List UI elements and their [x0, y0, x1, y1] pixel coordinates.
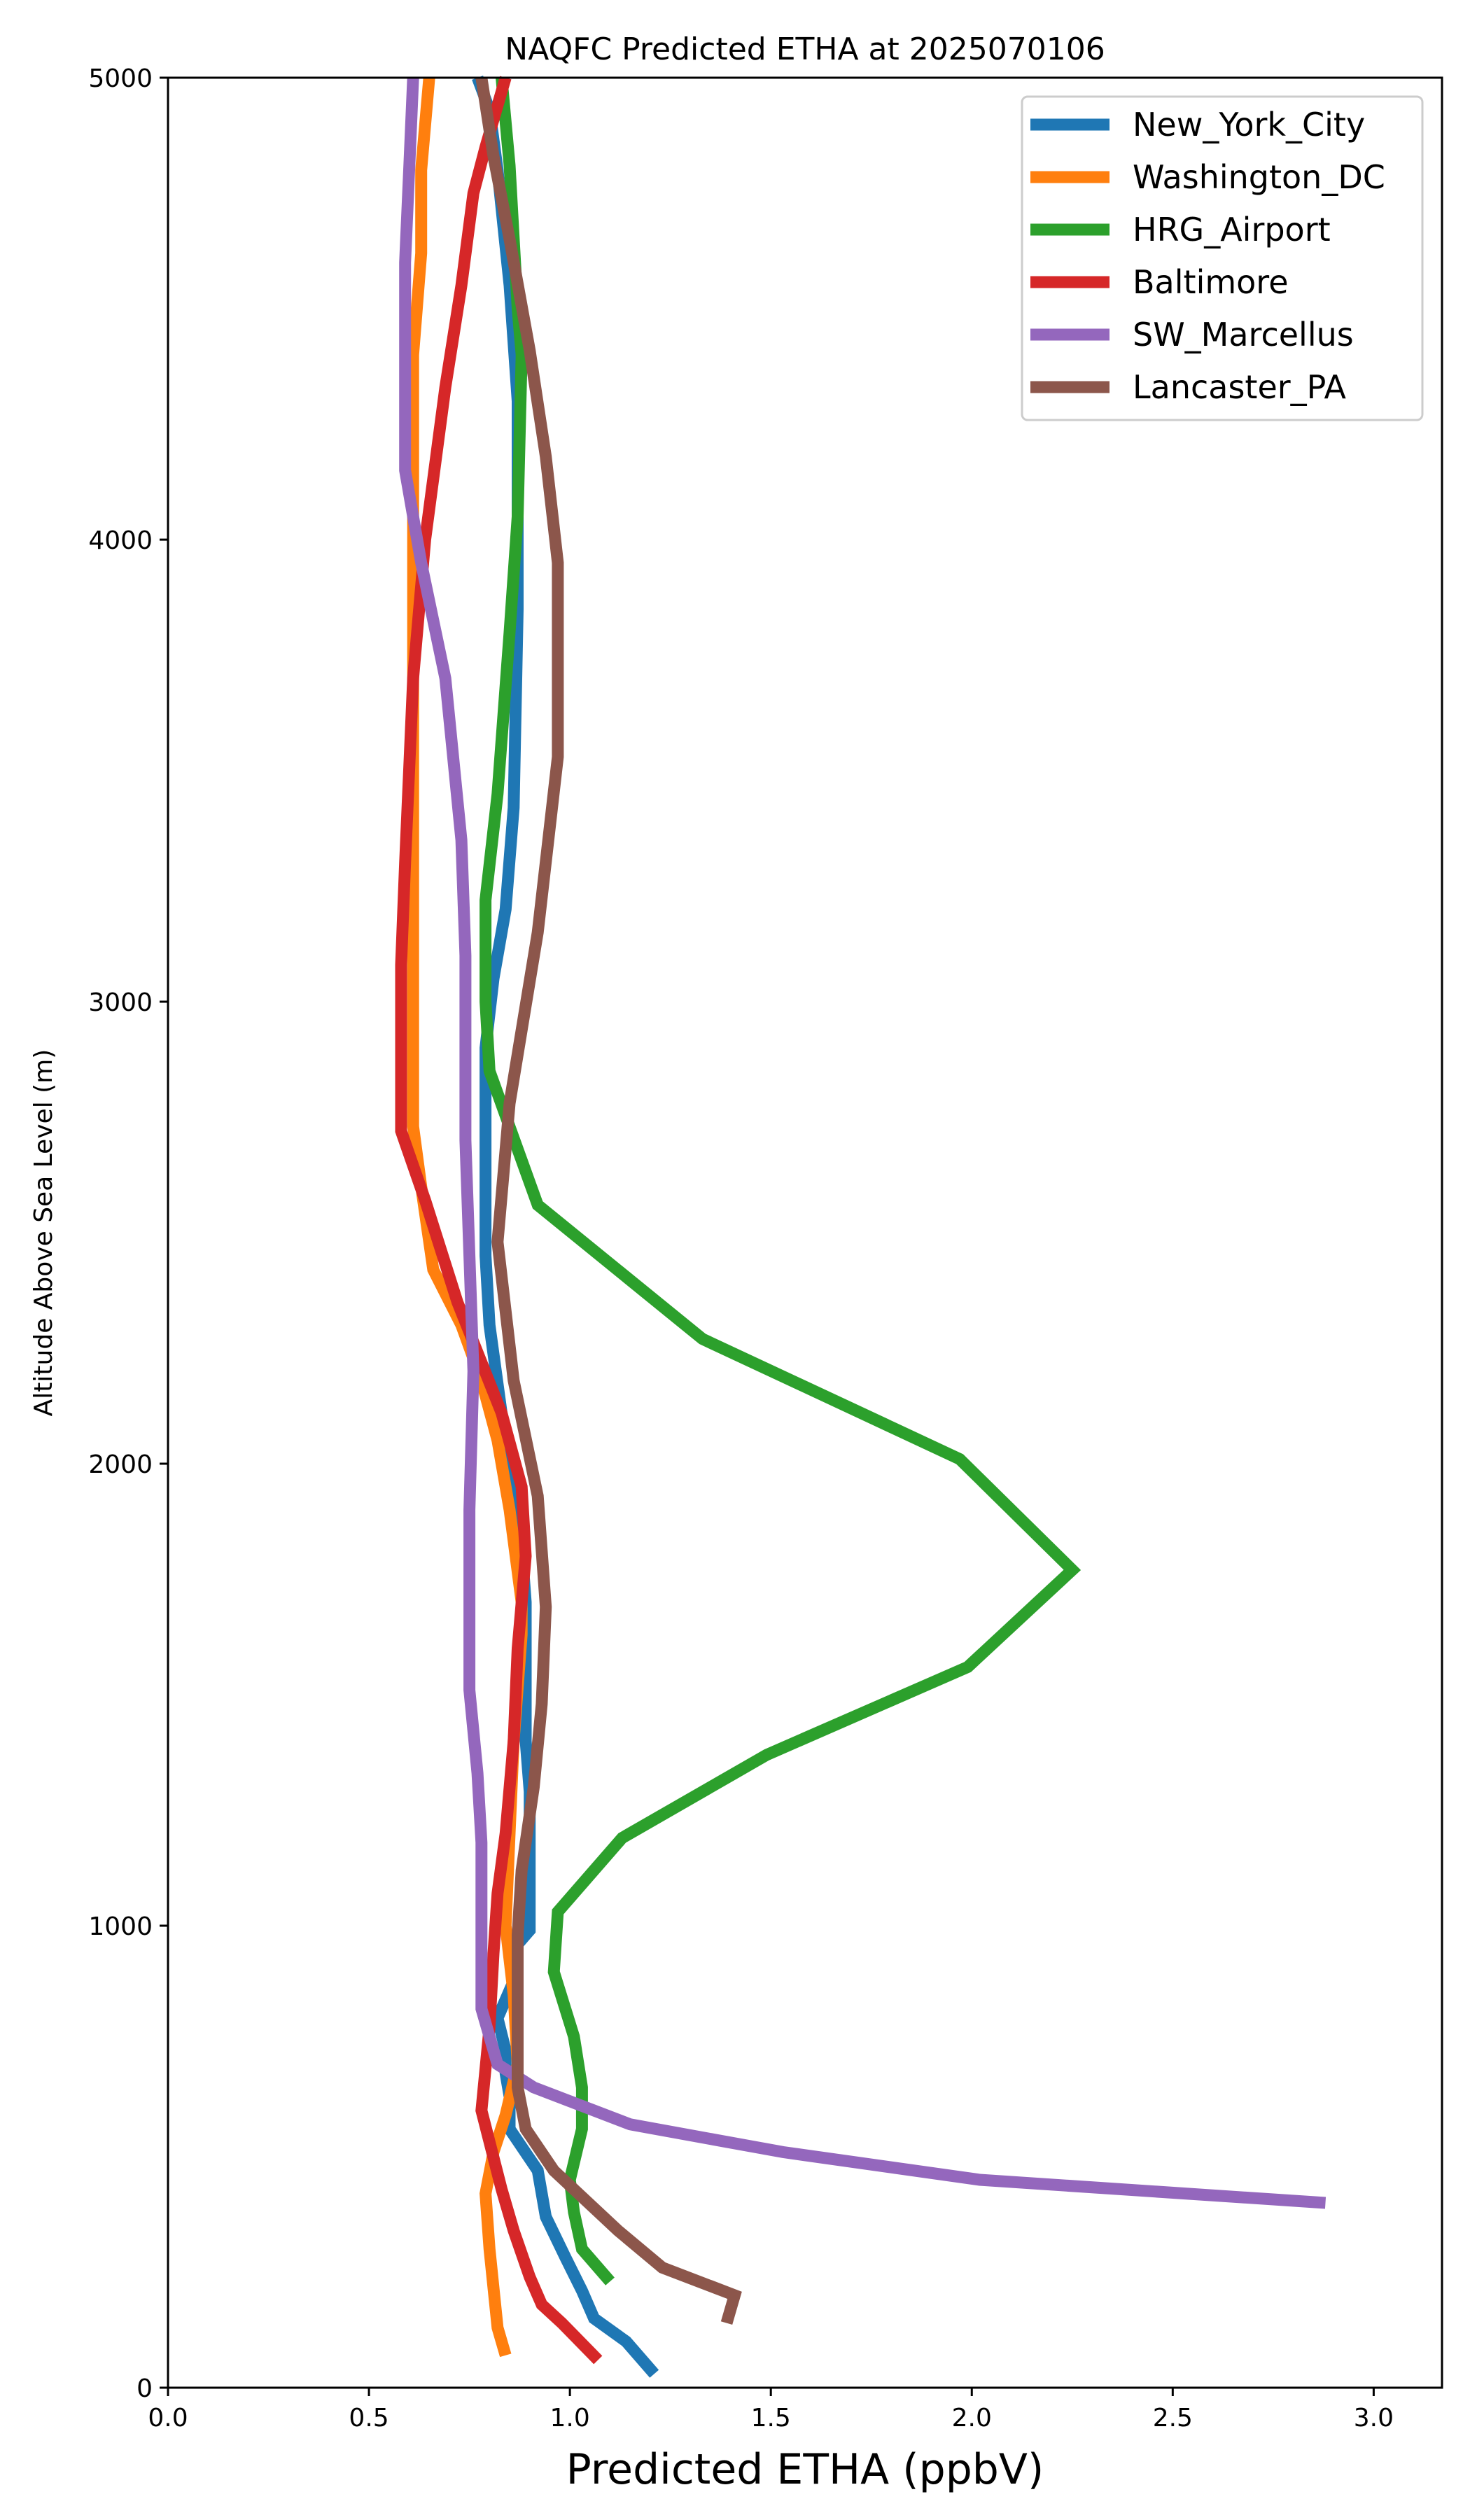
- x-tick-label: 1.5: [751, 2404, 791, 2432]
- series-line-baltimore: [395, 76, 603, 2365]
- legend-label: Baltimore: [1133, 263, 1289, 301]
- x-axis-label: Predicted ETHA (ppbV): [566, 2445, 1044, 2494]
- series-line-hrg-airport: [479, 77, 1082, 2286]
- legend-label: Lancaster_PA: [1133, 368, 1346, 406]
- x-axis-ticks: 0.0 0.5 1.0 1.5 2.0 2.5 3.0: [148, 2388, 1394, 2432]
- x-tick-label: 0.0: [148, 2404, 188, 2432]
- x-tick-label: 3.0: [1354, 2404, 1394, 2432]
- legend-label: SW_Marcellus: [1133, 316, 1354, 354]
- legend-frame: [1021, 95, 1424, 421]
- chart-title: NAQFC Predicted ETHA at 2025070106: [505, 31, 1105, 67]
- legend-label: HRG_Airport: [1133, 211, 1331, 248]
- y-axis-label: Altitude Above Sea Level (m): [29, 1049, 58, 1417]
- x-tick-label: 0.5: [349, 2404, 388, 2432]
- y-tick-label: 3000: [88, 988, 153, 1017]
- y-tick-label: 2000: [88, 1450, 153, 1479]
- y-tick-label: 0: [136, 2374, 153, 2403]
- y-tick-label: 5000: [88, 64, 153, 93]
- y-axis-ticks: 0 1000 2000 3000 4000 5000: [88, 64, 168, 2403]
- series-line-new-york-city: [472, 76, 659, 2378]
- y-tick-label: 1000: [88, 1912, 153, 1941]
- series-layer: [395, 76, 1326, 2378]
- y-tick-label: 4000: [88, 526, 153, 555]
- x-tick-label: 2.0: [952, 2404, 992, 2432]
- x-tick-label: 2.5: [1153, 2404, 1193, 2432]
- legend-label: Washington_DC: [1133, 158, 1385, 196]
- legend-label: New_York_City: [1133, 106, 1365, 144]
- plot-frame: [167, 76, 1443, 2389]
- series-line-lancaster-pa: [475, 76, 742, 2325]
- legend: New_York_City Washington_DC HRG_Airport Bal…: [1021, 95, 1424, 421]
- x-tick-label: 1.0: [550, 2404, 589, 2432]
